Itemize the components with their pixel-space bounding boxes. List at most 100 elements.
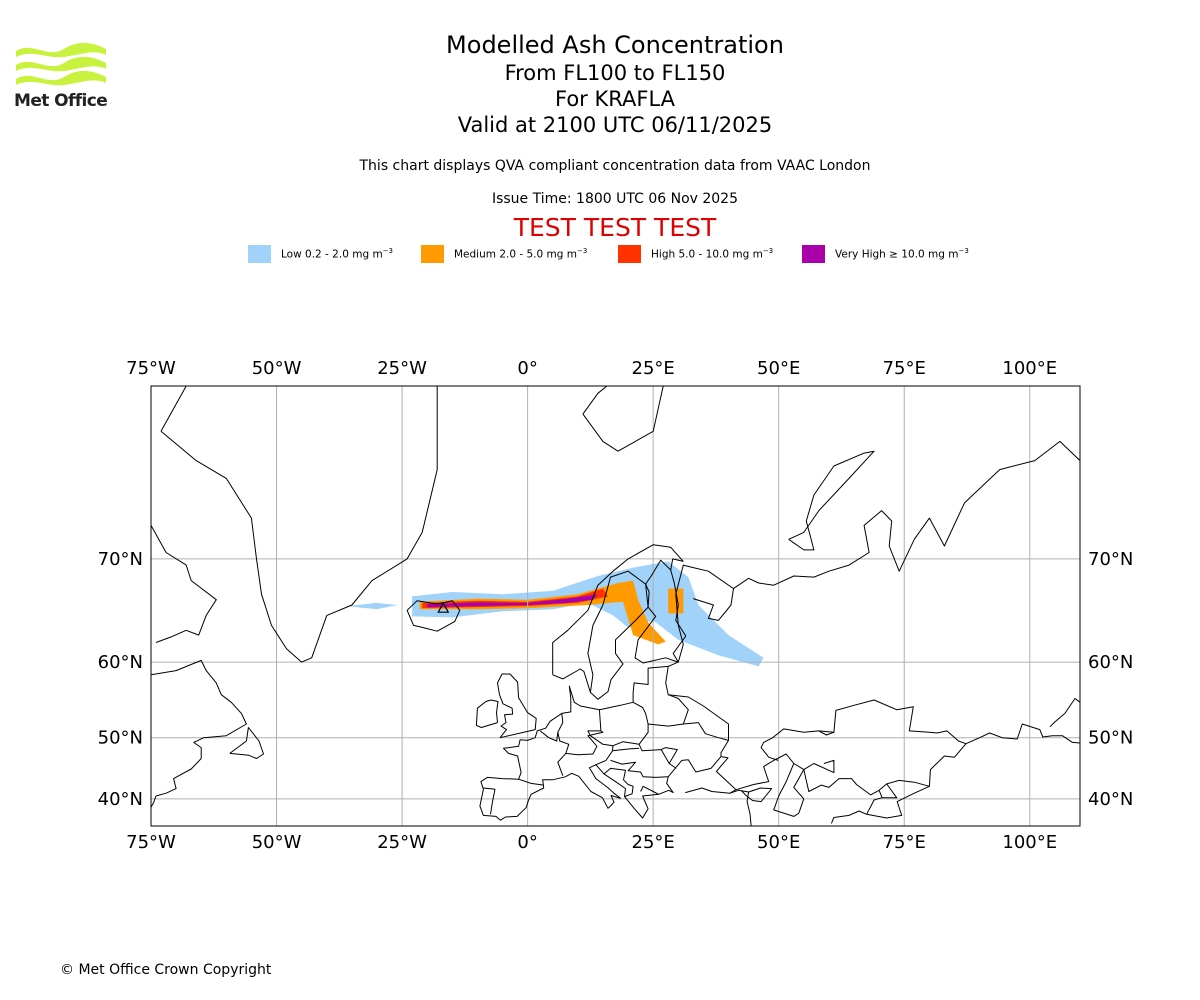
ash-low-area-west	[346, 602, 398, 610]
country-border	[670, 569, 687, 663]
lon-tick-label-bottom: 25°E	[632, 832, 675, 853]
lon-tick-label-bottom: 75°W	[126, 832, 176, 853]
country-border	[818, 730, 835, 736]
coastline-europe-south	[479, 661, 737, 821]
country-border	[612, 745, 640, 752]
logo-text: Met Office	[14, 91, 108, 111]
country-border	[640, 785, 659, 795]
lat-tick-label-left: 50°N	[98, 728, 143, 749]
compliance-note: This chart displays QVA compliant concen…	[359, 158, 871, 174]
logo-wave-2	[16, 56, 106, 72]
lon-tick-label-top: 25°W	[377, 358, 427, 379]
ash-very-high-area	[427, 594, 598, 608]
country-border	[539, 730, 559, 742]
map-content	[151, 386, 1080, 826]
coastline-canada-east	[151, 525, 217, 643]
coastline-svalbard	[582, 386, 664, 452]
country-border	[866, 790, 883, 815]
legend-item-low: Low 0.2 - 2.0 mg m−3	[248, 244, 393, 264]
country-border	[483, 787, 496, 815]
country-border	[587, 724, 649, 747]
country-border	[793, 769, 805, 800]
coastline-caspian-east	[793, 759, 835, 774]
legend-swatch-high	[618, 245, 641, 263]
copyright: © Met Office Crown Copyright	[60, 962, 272, 978]
issue-time: Issue Time: 1800 UTC 06 Nov 2025	[491, 191, 739, 207]
volcano-name: For KRAFLA	[555, 87, 675, 111]
country-border	[610, 759, 669, 778]
country-border	[882, 783, 898, 799]
coastline-great-britain	[497, 673, 537, 739]
country-border	[587, 570, 649, 693]
lon-tick-label-bottom: 100°E	[1002, 832, 1057, 853]
country-border	[746, 791, 752, 826]
logo-wave-3	[16, 70, 106, 86]
lat-tick-label-right: 40°N	[1088, 789, 1133, 810]
lon-tick-label-top: 50°W	[252, 358, 302, 379]
ash-low-area	[412, 561, 764, 667]
coastline-iceland	[406, 600, 461, 632]
country-border	[518, 778, 544, 786]
legend-swatch-very-high	[802, 245, 825, 263]
legend-label-medium: Medium 2.0 - 5.0 mg m−3	[454, 247, 588, 261]
country-border	[803, 769, 930, 796]
test-banner: TEST TEST TEST	[513, 213, 717, 242]
lon-tick-label-top: 50°E	[757, 358, 800, 379]
coastline-norway-west	[552, 544, 684, 675]
logo-wave-1	[16, 42, 106, 58]
country-border	[668, 694, 729, 757]
country-border	[557, 713, 570, 776]
lon-tick-label-bottom: 50°E	[757, 832, 800, 853]
legend-label-low: Low 0.2 - 2.0 mg m−3	[281, 247, 394, 261]
met-office-logo	[16, 42, 106, 86]
lon-tick-label-bottom: 25°W	[377, 832, 427, 853]
lat-tick-label-left: 60°N	[98, 652, 143, 673]
coastline-greenland	[160, 386, 438, 663]
country-border	[595, 750, 613, 766]
lon-tick-label-bottom: 50°W	[252, 832, 302, 853]
coastline-novaya-zemlya	[788, 450, 875, 551]
lon-tick-label-top: 0°	[517, 358, 537, 379]
country-border	[660, 747, 678, 764]
legend-swatch-low	[248, 245, 271, 263]
coastline-labrador	[151, 659, 247, 808]
valid-time: Valid at 2100 UTC 06/11/2025	[457, 113, 773, 137]
legend-label-very-high: Very High ≥ 10.0 mg m−3	[835, 247, 969, 261]
chart-title-block: Modelled Ash Concentration From FL100 to…	[315, 30, 915, 138]
lon-tick-label-top: 75°E	[883, 358, 926, 379]
lat-tick-label-right: 70°N	[1088, 549, 1133, 570]
country-border	[638, 744, 677, 769]
lon-tick-label-bottom: 0°	[517, 832, 537, 853]
coastline-ireland	[475, 699, 499, 728]
lon-tick-label-bottom: 75°E	[883, 832, 926, 853]
volcano-marker	[437, 601, 450, 613]
chart-title: Modelled Ash Concentration	[446, 31, 784, 59]
legend-swatch-medium	[421, 245, 444, 263]
country-border	[565, 709, 604, 756]
country-border	[830, 743, 967, 824]
flight-level-range: From FL100 to FL150	[504, 61, 726, 85]
country-border	[729, 787, 773, 803]
legend-item-high: High 5.0 - 10.0 mg m−3	[618, 244, 773, 264]
lon-tick-label-top: 100°E	[1002, 358, 1057, 379]
legend-label-high: High 5.0 - 10.0 mg m−3	[651, 247, 774, 261]
lat-tick-label-left: 40°N	[98, 789, 143, 810]
coastline-north-russia	[733, 440, 1080, 590]
lon-tick-label-top: 25°E	[632, 358, 675, 379]
lat-tick-label-right: 50°N	[1088, 728, 1133, 749]
lat-tick-label-left: 70°N	[98, 549, 143, 570]
country-border	[683, 722, 729, 741]
lon-tick-label-top: 75°W	[126, 358, 176, 379]
legend-item-medium: Medium 2.0 - 5.0 mg m−3	[421, 244, 587, 264]
coastline-baikal	[1049, 698, 1080, 728]
map-frame	[150, 385, 1081, 827]
legend-item-very-high: Very High ≥ 10.0 mg m−3	[802, 244, 969, 264]
country-border	[645, 558, 684, 608]
ash-medium-area-east	[668, 588, 684, 614]
lat-tick-label-right: 60°N	[1088, 652, 1133, 673]
country-border	[603, 767, 634, 798]
coastline-newfoundland	[229, 727, 264, 759]
country-border	[760, 699, 1080, 761]
coastline-black-sea-north	[735, 753, 805, 817]
